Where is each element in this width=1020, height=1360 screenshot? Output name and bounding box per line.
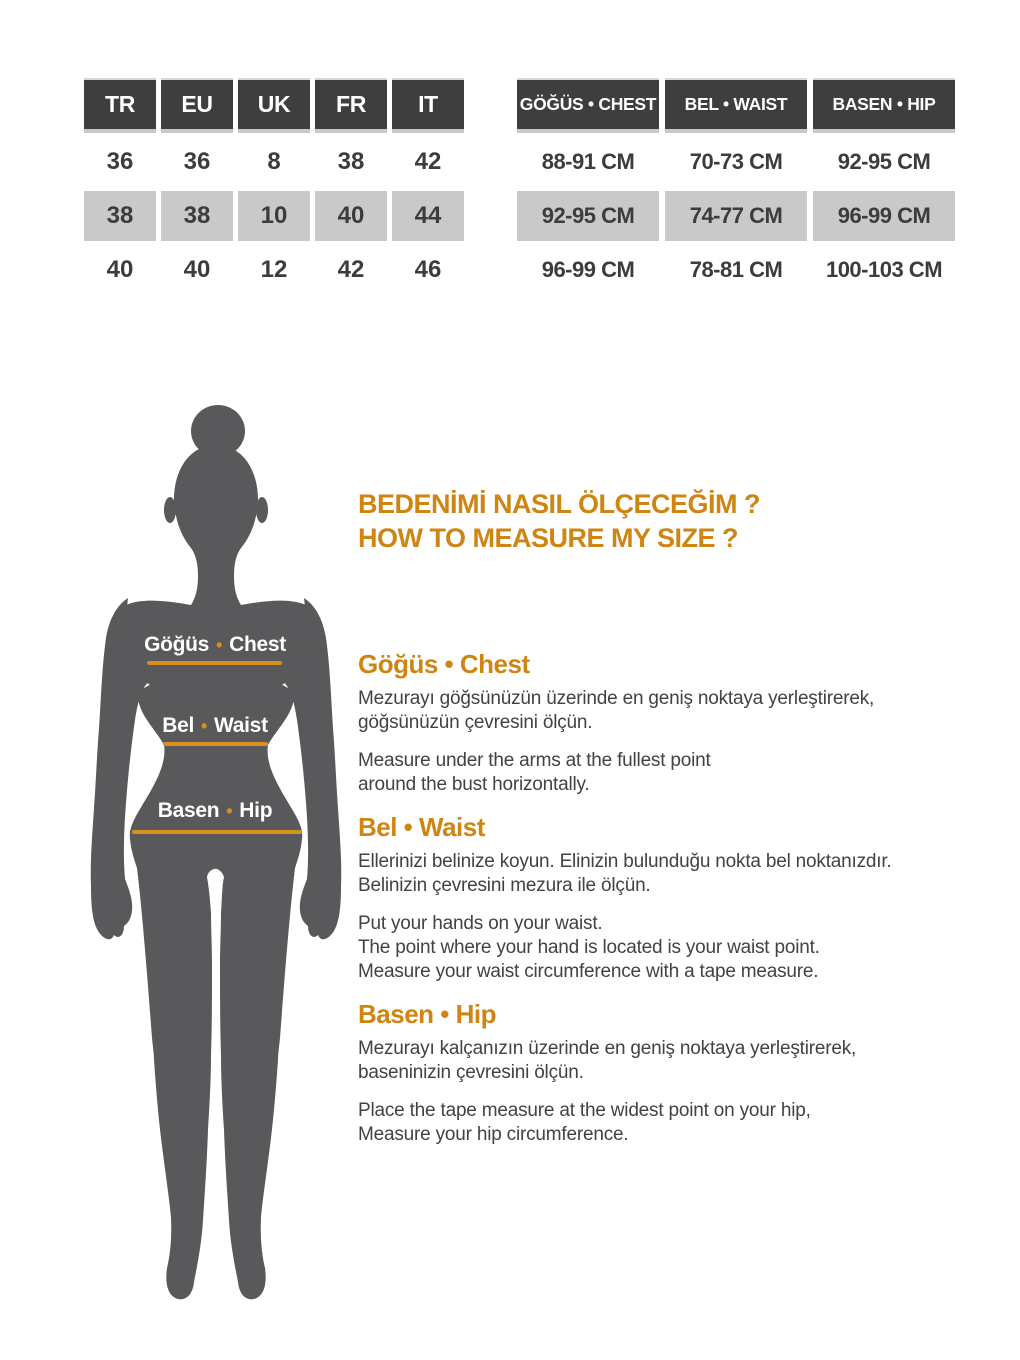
size-table-header-eu: EU (161, 78, 233, 133)
size-table: TR EU UK FR IT 36 36 8 38 42 38 38 10 40… (84, 78, 464, 295)
size-cell: 42 (337, 256, 365, 283)
left-ear (164, 497, 176, 523)
figure-label-hip-tr: Basen (157, 799, 220, 822)
size-cell: 40 (315, 191, 387, 241)
section-text-chest-turkish: Mezurayı göğsünüzün üzerinde en geniş no… (358, 688, 875, 733)
guide-section-waist: Bel • Waist Ellerinizi belinize koyun. E… (358, 811, 978, 984)
waist-measure-line (163, 742, 268, 746)
figure-label-waist-tr: Bel (162, 714, 195, 737)
size-cell: 40 (183, 256, 211, 283)
measure-cell: 92-95 CM (517, 191, 659, 241)
body-outline (120, 445, 312, 1300)
guide-title-english: HOW TO MEASURE MY SIZE ? (358, 523, 739, 553)
arms-outline (90, 598, 342, 940)
figure-label-chest: Göğüs • Chest (144, 633, 286, 657)
figure-label-hip-en: Hip (239, 799, 273, 822)
figure-label-waist: Bel • Waist (162, 714, 268, 738)
section-text-hip-turkish: Mezurayı kalçanızın üzerinde en geniş no… (358, 1038, 857, 1083)
hair-bun (191, 405, 245, 457)
section-text-hip-english: Place the tape measure at the widest poi… (358, 1100, 811, 1145)
size-table-header-fr: FR (315, 78, 387, 133)
size-cell: 10 (238, 191, 310, 241)
size-cell: 38 (84, 191, 156, 241)
measure-table-header-waist: BEL • WAIST (665, 78, 807, 133)
guide-section-hip: Basen • Hip Mezurayı kalçanızın üzerinde… (358, 998, 978, 1147)
measure-cell: 100-103 CM (825, 257, 943, 282)
measure-cell: 74-77 CM (665, 191, 807, 241)
measure-cell: 96-99 CM (813, 191, 955, 241)
measurement-table: GÖĞÜS • CHEST BEL • WAIST BASEN • HIP 88… (517, 78, 955, 295)
section-heading-waist: Bel • Waist (358, 812, 485, 842)
size-cell: 40 (106, 256, 134, 283)
figure-label-waist-en: Waist (214, 714, 268, 737)
figure-label-hip: Basen • Hip (157, 799, 273, 823)
guide-section-chest: Göğüs • Chest Mezurayı göğsünüzün üzerin… (358, 648, 978, 797)
section-heading-hip: Basen • Hip (358, 999, 496, 1029)
figure-label-chest-tr: Göğüs (144, 633, 210, 656)
chest-measure-line (147, 661, 282, 665)
measure-cell: 92-95 CM (837, 149, 931, 174)
guide-title-turkish: BEDENİMİ NASIL ÖLÇECEĞİM ? (358, 489, 761, 519)
woman-silhouette-image (90, 405, 342, 1300)
measure-cell: 88-91 CM (541, 149, 635, 174)
bullet-separator-icon: • (201, 716, 208, 736)
section-text-waist-english: Put your hands on your waist. The point … (358, 913, 820, 982)
size-cell: 12 (260, 256, 288, 283)
size-cell: 38 (161, 191, 233, 241)
size-cell: 38 (337, 148, 365, 175)
measure-cell: 70-73 CM (689, 149, 783, 174)
size-cell: 36 (183, 148, 211, 175)
size-table-header-it: IT (392, 78, 464, 133)
measure-table-header-chest: GÖĞÜS • CHEST (517, 78, 659, 133)
measure-cell: 78-81 CM (689, 257, 783, 282)
section-text-chest-english: Measure under the arms at the fullest po… (358, 750, 711, 795)
bullet-separator-icon: • (216, 635, 223, 655)
size-cell: 44 (392, 191, 464, 241)
section-heading-chest: Göğüs • Chest (358, 649, 530, 679)
measure-guide: BEDENİMİ NASIL ÖLÇECEĞİM ? HOW TO MEASUR… (358, 487, 978, 1161)
measure-table-header-hip: BASEN • HIP (813, 78, 955, 133)
guide-title: BEDENİMİ NASIL ÖLÇECEĞİM ? HOW TO MEASUR… (358, 487, 978, 555)
measure-cell: 96-99 CM (541, 257, 635, 282)
size-cell: 46 (414, 256, 442, 283)
bullet-separator-icon: • (226, 801, 233, 821)
size-table-header-uk: UK (238, 78, 310, 133)
size-table-header-tr: TR (84, 78, 156, 133)
right-ear (256, 497, 268, 523)
size-cell: 42 (414, 148, 442, 175)
hip-measure-line (132, 830, 302, 834)
size-cell: 8 (267, 148, 281, 175)
section-text-waist-turkish: Ellerinizi belinize koyun. Elinizin bulu… (358, 851, 892, 896)
figure-label-chest-en: Chest (229, 633, 286, 656)
size-cell: 36 (106, 148, 134, 175)
